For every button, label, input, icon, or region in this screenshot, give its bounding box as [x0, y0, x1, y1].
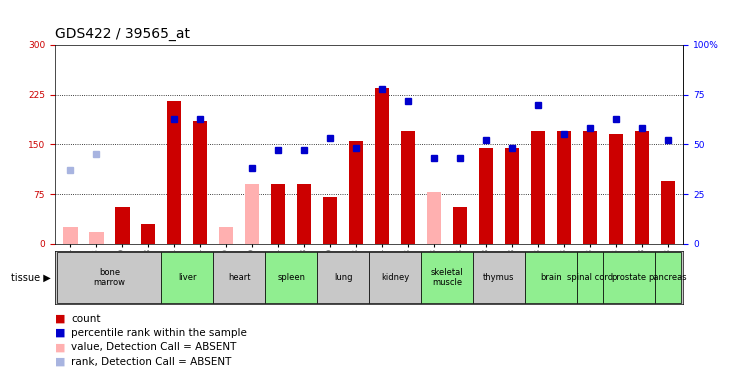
Text: ■: ■: [55, 314, 65, 324]
Bar: [115, 207, 129, 244]
Text: ■: ■: [55, 342, 65, 352]
Bar: [219, 227, 233, 244]
Text: tissue ▶: tissue ▶: [12, 273, 51, 282]
Text: pancreas: pancreas: [648, 273, 687, 282]
Bar: [162, 252, 213, 303]
Text: lung: lung: [334, 273, 352, 282]
Text: count: count: [71, 314, 100, 324]
Bar: [271, 184, 285, 244]
Text: GDS422 / 39565_at: GDS422 / 39565_at: [55, 27, 190, 41]
Bar: [323, 197, 337, 244]
Bar: [89, 232, 104, 244]
Bar: [265, 252, 317, 303]
Text: ■: ■: [55, 328, 65, 338]
Bar: [141, 224, 156, 244]
Bar: [427, 192, 442, 244]
Bar: [453, 207, 467, 244]
Text: heart: heart: [228, 273, 251, 282]
Text: thymus: thymus: [483, 273, 515, 282]
Bar: [525, 252, 577, 303]
Text: ■: ■: [55, 357, 65, 366]
Bar: [401, 131, 415, 244]
Bar: [473, 252, 525, 303]
Bar: [635, 131, 649, 244]
Bar: [193, 121, 208, 244]
Text: rank, Detection Call = ABSENT: rank, Detection Call = ABSENT: [71, 357, 231, 366]
Text: bone
marrow: bone marrow: [94, 268, 126, 287]
Bar: [349, 141, 363, 244]
Bar: [603, 252, 655, 303]
Bar: [577, 252, 603, 303]
Bar: [421, 252, 473, 303]
Bar: [297, 184, 311, 244]
Text: liver: liver: [178, 273, 197, 282]
Text: skeletal
muscle: skeletal muscle: [431, 268, 463, 287]
Text: spleen: spleen: [277, 273, 306, 282]
Bar: [557, 131, 571, 244]
Text: value, Detection Call = ABSENT: value, Detection Call = ABSENT: [71, 342, 236, 352]
Text: prostate: prostate: [611, 273, 646, 282]
Bar: [661, 181, 675, 244]
Text: spinal cord: spinal cord: [567, 273, 613, 282]
Bar: [583, 131, 597, 244]
Bar: [213, 252, 265, 303]
Bar: [375, 88, 390, 244]
Bar: [245, 184, 260, 244]
Bar: [369, 252, 421, 303]
Bar: [531, 131, 545, 244]
Bar: [58, 252, 162, 303]
Bar: [609, 135, 623, 244]
Bar: [505, 148, 519, 244]
Text: brain: brain: [540, 273, 562, 282]
Bar: [64, 227, 77, 244]
Bar: [167, 101, 181, 244]
Text: percentile rank within the sample: percentile rank within the sample: [71, 328, 247, 338]
Bar: [655, 252, 681, 303]
Text: kidney: kidney: [381, 273, 409, 282]
Bar: [479, 148, 493, 244]
Bar: [317, 252, 369, 303]
